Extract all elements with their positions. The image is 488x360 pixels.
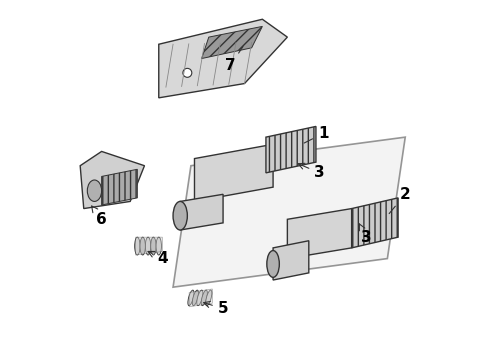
Polygon shape: [159, 19, 287, 98]
Text: 4: 4: [148, 251, 167, 266]
Ellipse shape: [87, 180, 102, 202]
Text: 6: 6: [91, 206, 107, 227]
Polygon shape: [189, 289, 212, 307]
Ellipse shape: [192, 290, 198, 306]
Text: 7: 7: [224, 46, 243, 73]
Ellipse shape: [205, 290, 211, 306]
Ellipse shape: [266, 251, 279, 277]
Ellipse shape: [196, 290, 203, 306]
Text: 3: 3: [298, 163, 324, 180]
Ellipse shape: [134, 237, 140, 255]
Ellipse shape: [201, 290, 207, 306]
Polygon shape: [180, 194, 223, 230]
Ellipse shape: [145, 237, 150, 255]
Polygon shape: [201, 26, 262, 59]
Polygon shape: [135, 237, 162, 255]
Polygon shape: [287, 208, 351, 258]
Ellipse shape: [173, 202, 187, 230]
Polygon shape: [265, 126, 315, 173]
Polygon shape: [351, 198, 397, 248]
Ellipse shape: [183, 68, 191, 77]
Polygon shape: [272, 241, 308, 280]
Text: 1: 1: [304, 126, 327, 143]
Text: 2: 2: [388, 187, 410, 213]
Text: 5: 5: [203, 301, 228, 316]
Polygon shape: [194, 144, 272, 202]
Ellipse shape: [140, 237, 145, 255]
Ellipse shape: [156, 237, 161, 255]
Polygon shape: [102, 169, 137, 205]
Ellipse shape: [187, 290, 194, 306]
Polygon shape: [173, 137, 405, 287]
Polygon shape: [80, 152, 144, 208]
Text: 3: 3: [359, 224, 370, 245]
Ellipse shape: [150, 237, 156, 255]
